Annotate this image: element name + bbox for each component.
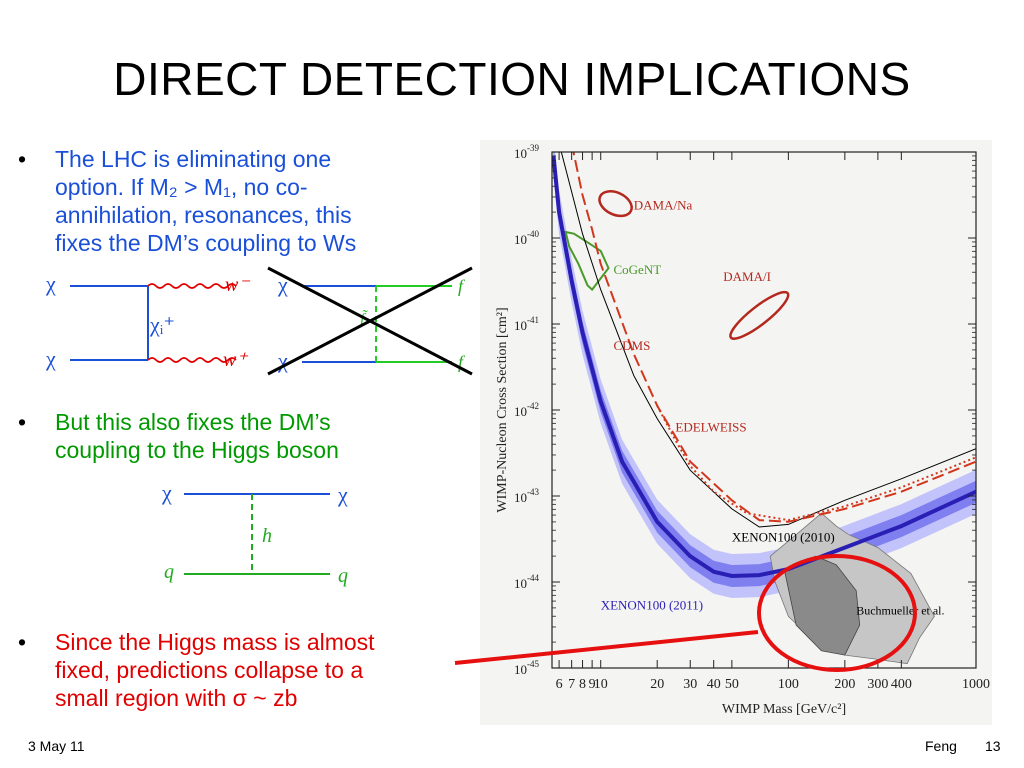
annotation-dama-i: DAMA/I bbox=[723, 269, 771, 284]
annotation-edelweiss: EDELWEISS bbox=[675, 420, 746, 435]
feynman-higgs-exchange: χ χ h q q bbox=[161, 480, 348, 587]
chi-label: χ bbox=[45, 346, 56, 371]
x-tick-label: 6 bbox=[556, 677, 563, 692]
bullet-line: Since the Higgs mass is almost bbox=[55, 629, 375, 655]
w-minus-label: w⁻ bbox=[225, 274, 250, 296]
dama-i-region bbox=[729, 290, 790, 340]
x-tick-label: 50 bbox=[725, 677, 739, 692]
annotation-dama-na: DAMA/Na bbox=[634, 198, 693, 213]
footer-page-number: 13 bbox=[985, 738, 1001, 754]
bullet-text: The LHC is eliminating one option. If M₂… bbox=[55, 145, 356, 257]
y-tick-exponent: -42 bbox=[527, 401, 539, 411]
footer-author: Feng bbox=[925, 738, 957, 754]
quark-label: q bbox=[338, 565, 348, 587]
y-tick-exponent: -44 bbox=[527, 573, 539, 583]
dama-na-region bbox=[598, 190, 633, 218]
chi-label: χ bbox=[161, 480, 172, 505]
x-tick-label: 7 bbox=[568, 677, 575, 692]
chi-label: χ bbox=[277, 348, 288, 373]
y-tick-exponent: -40 bbox=[527, 229, 539, 239]
feynman-sfermion-exchange: χ χ f̃ f f bbox=[267, 266, 473, 376]
chi-label: χ bbox=[277, 272, 288, 297]
x-tick-label: 40 bbox=[707, 677, 721, 692]
y-tick-exponent: -39 bbox=[527, 143, 539, 153]
y-tick-exponent: -45 bbox=[527, 659, 539, 669]
y-axis-title: WIMP-Nucleon Cross Section [cm²] bbox=[495, 307, 510, 512]
annotation-buchmueller-et-al: Buchmueller et al. bbox=[856, 604, 944, 618]
bullet-marker: • bbox=[18, 629, 27, 655]
higgs-label: h bbox=[262, 525, 272, 547]
y-tick-exponent: -41 bbox=[527, 315, 539, 325]
chi-label: χ bbox=[337, 482, 348, 507]
bullet-line: option. If M₂ > M₁, no co- bbox=[55, 174, 308, 200]
bullet-line: fixes the DM’s coupling to Ws bbox=[55, 230, 357, 256]
bullet-line: coupling to the Higgs boson bbox=[55, 437, 339, 463]
chargino-label: χᵢ⁺ bbox=[149, 312, 175, 337]
f-label: f bbox=[458, 276, 466, 296]
bullet-line: But this also fixes the DM’s bbox=[55, 409, 331, 435]
annotation-cogent: CoGeNT bbox=[614, 262, 662, 277]
buchmueller-region-inner bbox=[783, 555, 861, 656]
highlight-ellipse bbox=[757, 554, 917, 672]
x-tick-label: 100 bbox=[778, 677, 799, 692]
bullet-line: fixed, predictions collapse to a bbox=[55, 657, 364, 683]
x-axis-title: WIMP Mass [GeV/c²] bbox=[722, 702, 846, 717]
cogent-region bbox=[564, 230, 610, 292]
bullet-line: annihilation, resonances, this bbox=[55, 202, 352, 228]
bullet-text: But this also fixes the DM’s coupling to… bbox=[55, 408, 339, 464]
chi-label: χ bbox=[45, 271, 56, 296]
slide-title: DIRECT DETECTION IMPLICATIONS bbox=[113, 53, 911, 105]
x-tick-label: 20 bbox=[650, 677, 664, 692]
footer-date: 3 May 11 bbox=[28, 738, 85, 754]
annotation-xenon100-2011: XENON100 (2011) bbox=[601, 598, 703, 613]
x-tick-label: 10 bbox=[594, 677, 608, 692]
bullet-text: Since the Higgs mass is almost fixed, pr… bbox=[55, 628, 375, 712]
w-plus-label: w⁺ bbox=[223, 349, 248, 371]
cross-out-line bbox=[267, 266, 473, 376]
x-tick-label: 8 bbox=[579, 677, 586, 692]
bullet-line: The LHC is eliminating one bbox=[55, 146, 332, 172]
bullet-line: small region with σ ~ zb bbox=[55, 685, 298, 711]
quark-label: q bbox=[164, 561, 174, 583]
f-label: f bbox=[458, 352, 466, 372]
annotation-xenon100-2010: XENON100 (2010) bbox=[732, 530, 835, 545]
x-tick-label: 1000 bbox=[962, 677, 990, 692]
bullet-marker: • bbox=[18, 146, 27, 172]
bullet-marker: • bbox=[18, 409, 27, 435]
highlight-arrow bbox=[454, 630, 759, 665]
x-tick-label: 30 bbox=[683, 677, 697, 692]
feynman-w-exchange: χ χ χᵢ⁺ w⁻ w⁺ bbox=[45, 271, 250, 371]
x-tick-label: 400 bbox=[891, 677, 912, 692]
curve-cdms bbox=[572, 152, 976, 523]
annotation-cdms: CDMS bbox=[614, 338, 651, 353]
highlight-overlay bbox=[454, 554, 917, 672]
x-tick-label: 9 bbox=[589, 677, 596, 692]
y-tick-exponent: -43 bbox=[527, 487, 539, 497]
x-tick-label: 300 bbox=[867, 677, 888, 692]
x-tick-label: 200 bbox=[834, 677, 855, 692]
